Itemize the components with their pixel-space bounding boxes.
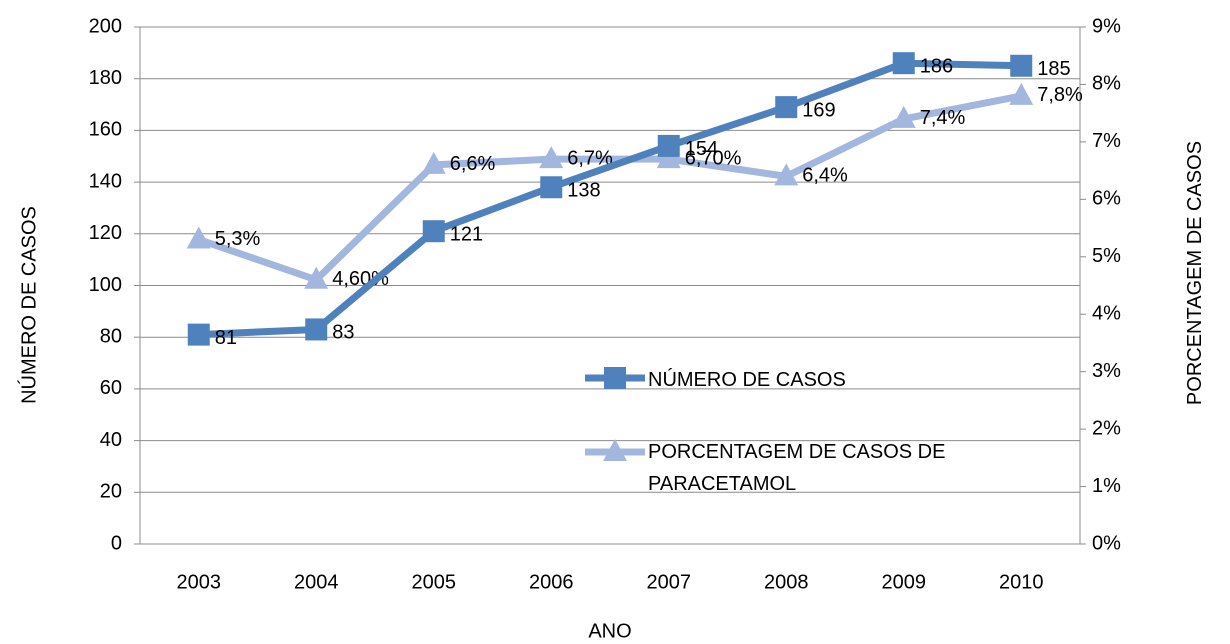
data-point: [892, 52, 915, 75]
data-point: [186, 226, 211, 249]
data-label: 6,70%: [685, 147, 742, 169]
x-tick-label: 2007: [647, 571, 692, 593]
y-axis-title: NÚMERO DE CASOS: [17, 206, 40, 404]
x-tick-label: 2005: [412, 571, 457, 593]
x-axis-title: ANO: [588, 620, 631, 642]
y2-tick-label: 7%: [1092, 130, 1121, 152]
y2-tick-label: 1%: [1092, 475, 1121, 497]
data-point: [421, 151, 446, 174]
data-point: [656, 146, 681, 169]
y-tick-label: 200: [89, 15, 122, 37]
y2-tick-label: 3%: [1092, 360, 1121, 382]
y2-tick-label: 5%: [1092, 245, 1121, 267]
data-label: 6,6%: [450, 153, 496, 175]
data-point: [305, 318, 328, 341]
data-label: 186: [920, 55, 953, 77]
legend-marker: [604, 367, 626, 389]
legend-label: PORCENTAGEM DE CASOS DE PARACETAMOL: [648, 441, 946, 495]
y-tick-label: 80: [100, 325, 122, 347]
y2-tick-label: 0%: [1092, 532, 1121, 554]
y-tick-label: 120: [89, 222, 122, 244]
data-label: 169: [802, 99, 835, 121]
legend-marker: [603, 439, 627, 461]
data-point: [774, 163, 799, 186]
series-line: [198, 59, 1022, 339]
data-label: 5,3%: [215, 228, 261, 250]
x-tick-label: 2003: [177, 571, 222, 593]
y2-tick-label: 6%: [1092, 188, 1121, 210]
data-label: 138: [567, 180, 600, 202]
data-label: 154: [685, 138, 718, 160]
y2-tick-label: 9%: [1092, 15, 1121, 37]
data-point: [775, 96, 798, 119]
data-label: 7,8%: [1037, 84, 1083, 106]
data-point: [304, 266, 329, 289]
y-tick-label: 180: [89, 67, 122, 89]
x-tick-label: 2009: [882, 571, 927, 593]
y2-axis-title: PORCENTAGEM DE CASOS: [1184, 140, 1206, 406]
y-tick-label: 60: [100, 377, 122, 399]
y-tick-label: 40: [100, 429, 122, 451]
x-tick-label: 2010: [999, 571, 1044, 593]
series-line: [197, 92, 1022, 284]
x-tick-label: 2006: [529, 571, 574, 593]
x-tick-label: 2004: [294, 571, 339, 593]
data-label: 185: [1037, 58, 1070, 80]
y2-tick-label: 8%: [1092, 73, 1121, 95]
y-tick-label: 100: [89, 274, 122, 296]
data-point: [891, 105, 916, 128]
y2-tick-label: 2%: [1092, 417, 1121, 439]
data-label: 6,7%: [567, 147, 613, 169]
data-point: [540, 176, 563, 199]
y-tick-label: 160: [89, 119, 122, 141]
data-label: 121: [450, 223, 483, 245]
y-tick-label: 0: [111, 532, 122, 554]
y-tick-label: 140: [89, 170, 122, 192]
data-point: [539, 146, 564, 169]
data-point: [657, 134, 680, 157]
y2-tick-label: 4%: [1092, 303, 1121, 325]
data-label: 6,4%: [802, 165, 848, 187]
y-tick-label: 20: [100, 481, 122, 503]
data-label: 81: [215, 327, 237, 349]
legend-label: NÚMERO DE CASOS: [648, 369, 846, 391]
data-point: [1009, 82, 1034, 105]
data-point: [422, 220, 445, 243]
data-label: 83: [332, 322, 354, 344]
data-label: 7,4%: [920, 107, 966, 129]
data-point: [1010, 54, 1033, 77]
x-tick-label: 2008: [764, 571, 809, 593]
data-point: [187, 323, 210, 346]
